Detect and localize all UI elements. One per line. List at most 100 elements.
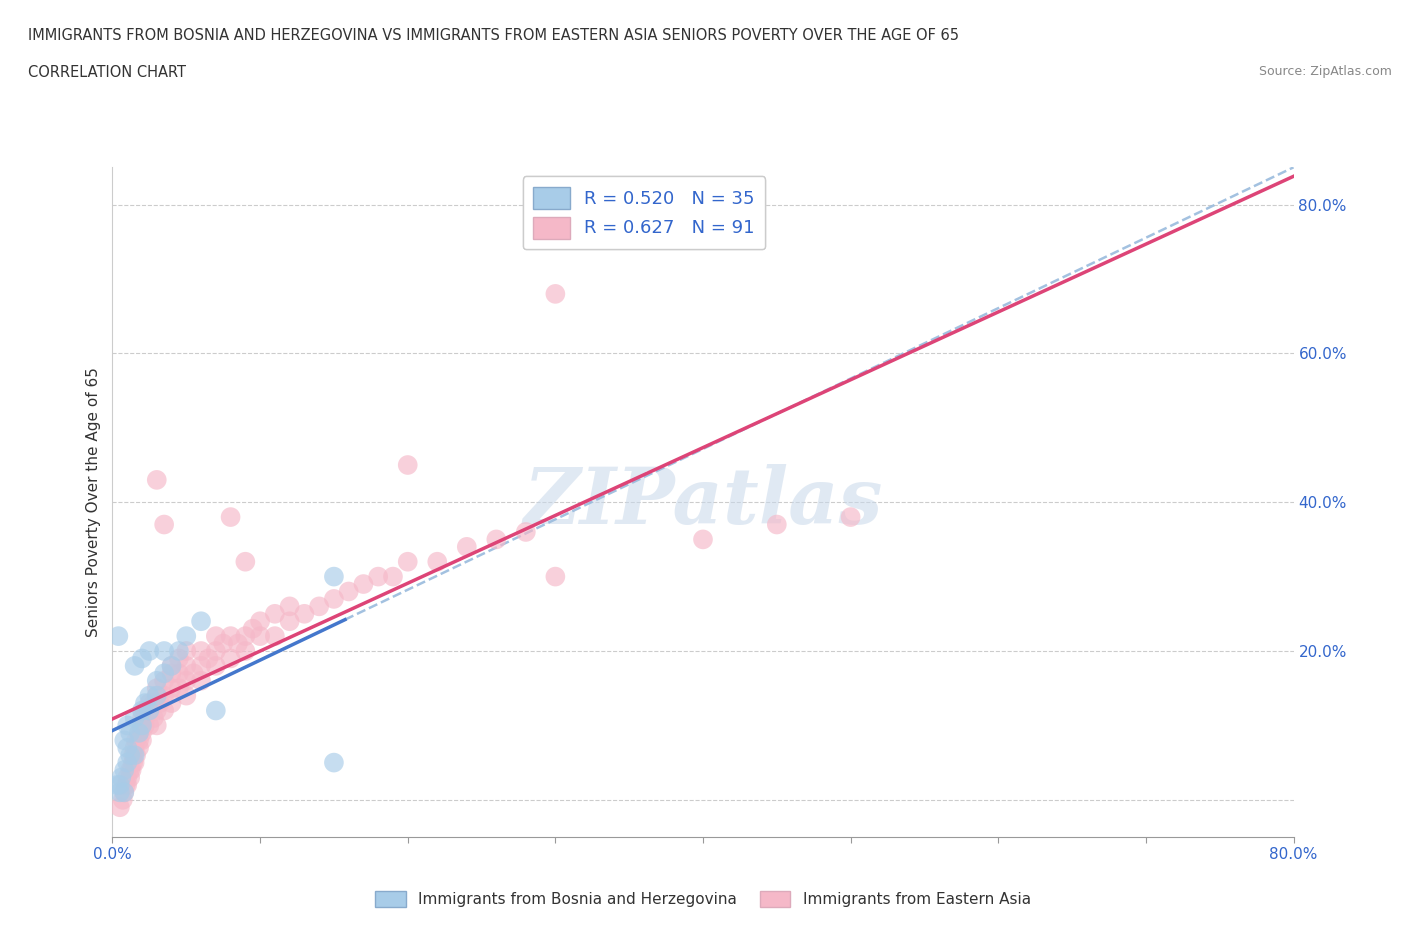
Point (149, 696, 172, 711)
Point (112, 763, 135, 777)
Point (153, 703, 176, 718)
Point (142, 696, 165, 711)
Point (131, 718, 153, 733)
Point (396, 458, 419, 472)
Y-axis label: Seniors Poverty Over the Age of 65: Seniors Poverty Over the Age of 65 (86, 367, 101, 637)
Text: Source: ZipAtlas.com: Source: ZipAtlas.com (1258, 65, 1392, 78)
Point (167, 666, 190, 681)
Point (146, 703, 169, 718)
Point (839, 510, 862, 525)
Point (117, 777, 138, 792)
Point (122, 748, 145, 763)
Point (146, 681, 169, 696)
Point (233, 644, 256, 658)
Point (153, 688, 176, 703)
Point (219, 651, 242, 666)
Point (128, 725, 150, 740)
Point (120, 725, 142, 740)
Text: CORRELATION CHART: CORRELATION CHART (28, 65, 186, 80)
Point (128, 733, 150, 748)
Text: IMMIGRANTS FROM BOSNIA AND HERZEGOVINA VS IMMIGRANTS FROM EASTERN ASIA SENIORS P: IMMIGRANTS FROM BOSNIA AND HERZEGOVINA V… (28, 28, 959, 43)
Point (174, 644, 197, 658)
Point (134, 711, 156, 725)
Point (190, 658, 212, 673)
Point (124, 748, 146, 763)
Point (249, 614, 271, 629)
Point (146, 688, 169, 703)
Point (122, 755, 145, 770)
Point (138, 696, 160, 711)
Point (105, 777, 128, 792)
Point (160, 681, 183, 696)
Point (117, 770, 138, 785)
Point (352, 577, 374, 591)
Point (146, 718, 169, 733)
Point (125, 733, 148, 748)
Point (110, 770, 132, 785)
Point (278, 599, 301, 614)
Point (337, 584, 360, 599)
Point (167, 644, 190, 658)
Point (160, 696, 183, 711)
Point (205, 644, 228, 658)
Point (226, 636, 249, 651)
Point (174, 629, 197, 644)
Point (153, 517, 176, 532)
Point (278, 614, 301, 629)
Point (131, 733, 153, 748)
Point (111, 792, 134, 807)
Point (174, 658, 197, 673)
Point (219, 510, 242, 525)
Point (131, 718, 153, 733)
Point (167, 651, 190, 666)
Text: ZIPatlas: ZIPatlas (523, 464, 883, 540)
Point (323, 755, 346, 770)
Point (146, 688, 169, 703)
Point (131, 711, 153, 725)
Legend: R = 0.520   N = 35, R = 0.627   N = 91: R = 0.520 N = 35, R = 0.627 N = 91 (523, 177, 765, 249)
Point (242, 621, 264, 636)
Point (117, 718, 138, 733)
Point (183, 666, 205, 681)
Point (112, 785, 135, 800)
Point (264, 629, 287, 644)
Point (367, 569, 389, 584)
Point (160, 658, 183, 673)
Point (308, 599, 330, 614)
Point (456, 539, 478, 554)
Point (128, 725, 150, 740)
Point (120, 770, 142, 785)
Point (190, 644, 212, 658)
Point (249, 629, 271, 644)
Point (117, 755, 138, 770)
Point (160, 658, 183, 673)
Point (160, 666, 183, 681)
Point (205, 629, 228, 644)
Point (138, 703, 160, 718)
Point (544, 569, 567, 584)
Point (117, 740, 138, 755)
Point (205, 703, 228, 718)
Point (146, 673, 169, 688)
Point (134, 696, 156, 711)
Point (190, 614, 212, 629)
Point (485, 532, 508, 547)
Point (107, 629, 129, 644)
Point (515, 525, 537, 539)
Legend: Immigrants from Bosnia and Herzegovina, Immigrants from Eastern Asia: Immigrants from Bosnia and Herzegovina, … (370, 884, 1036, 913)
Point (128, 740, 150, 755)
Point (138, 718, 160, 733)
Point (131, 725, 153, 740)
Point (233, 554, 256, 569)
Point (124, 740, 146, 755)
Point (138, 703, 160, 718)
Point (114, 777, 136, 792)
Point (167, 681, 190, 696)
Point (153, 644, 176, 658)
Point (212, 636, 235, 651)
Point (264, 606, 287, 621)
Point (153, 666, 176, 681)
Point (174, 688, 197, 703)
Point (134, 718, 156, 733)
Point (131, 703, 153, 718)
